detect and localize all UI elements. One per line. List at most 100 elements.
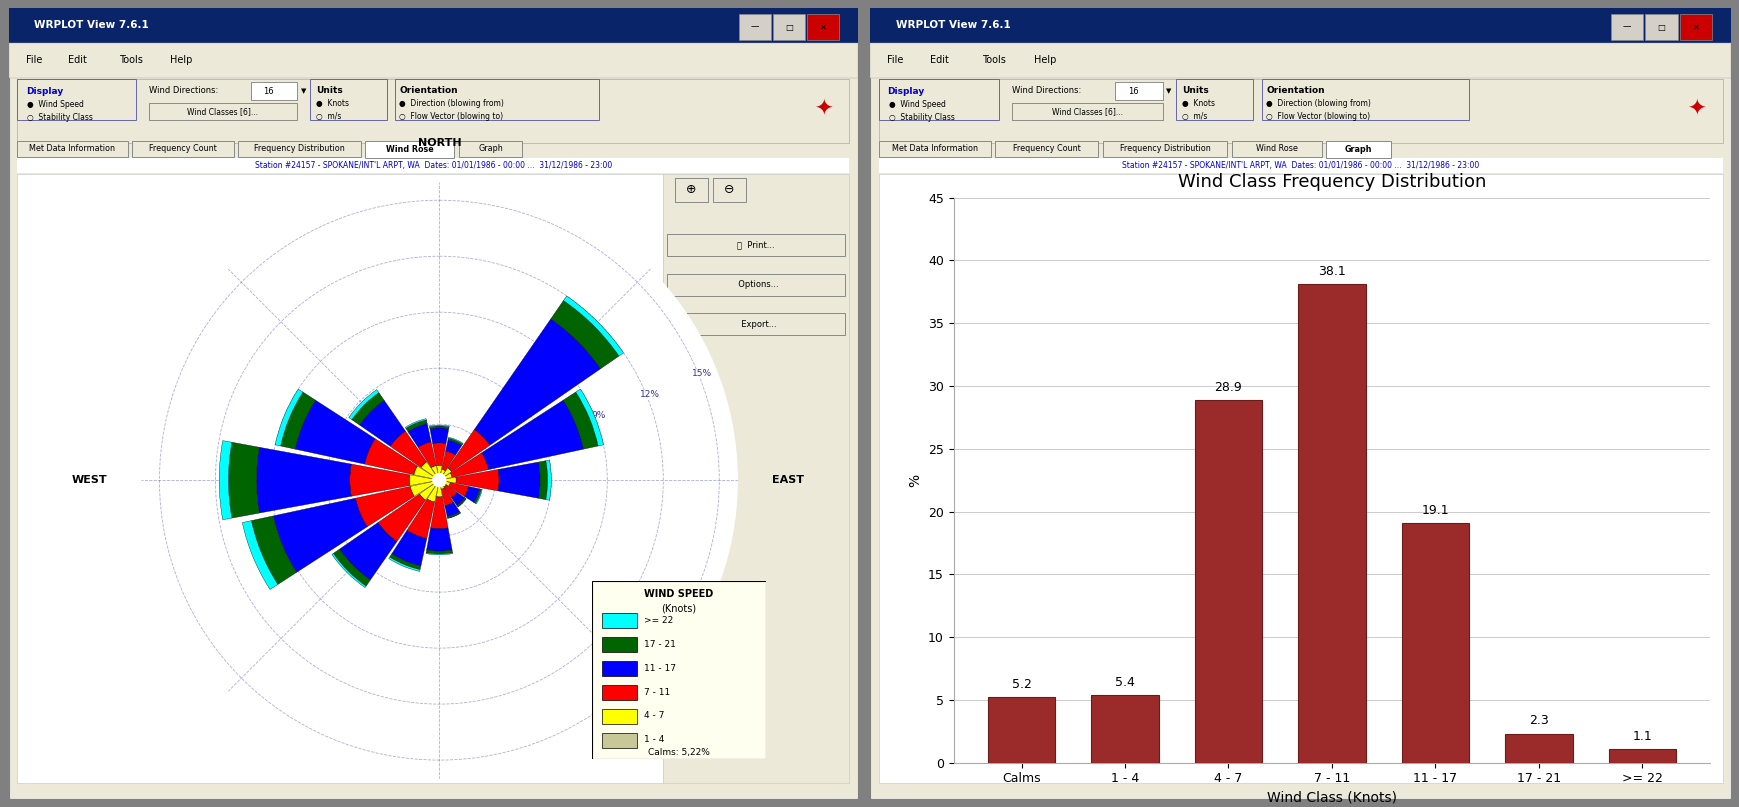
Bar bbox=[238, 141, 362, 157]
Bar bbox=[442, 468, 452, 477]
Bar bbox=[17, 79, 849, 143]
Bar bbox=[438, 475, 440, 480]
Text: WEST: WEST bbox=[71, 475, 108, 485]
Text: 16: 16 bbox=[1129, 86, 1139, 95]
Bar bbox=[388, 557, 419, 571]
Text: Orientation: Orientation bbox=[1266, 86, 1323, 94]
Bar bbox=[405, 419, 426, 429]
Text: ●  Wind Speed: ● Wind Speed bbox=[889, 100, 946, 109]
Bar bbox=[433, 479, 438, 481]
Text: ✕: ✕ bbox=[1692, 23, 1699, 31]
Bar bbox=[878, 174, 1722, 783]
Bar bbox=[447, 438, 463, 445]
Text: Export...: Export... bbox=[736, 320, 776, 329]
Bar bbox=[602, 661, 636, 676]
Text: Orientation: Orientation bbox=[398, 86, 457, 94]
Bar bbox=[1103, 141, 1226, 157]
Bar bbox=[1176, 79, 1252, 120]
Bar bbox=[365, 439, 417, 475]
Bar bbox=[1402, 523, 1468, 763]
Bar bbox=[443, 485, 457, 498]
Text: ✕: ✕ bbox=[819, 23, 826, 31]
Bar bbox=[433, 480, 438, 483]
Bar bbox=[410, 481, 435, 496]
Text: ⊖: ⊖ bbox=[723, 183, 734, 196]
Text: ○  m/s: ○ m/s bbox=[316, 112, 341, 121]
Text: File: File bbox=[887, 55, 903, 65]
Bar bbox=[713, 178, 746, 202]
Bar bbox=[426, 553, 452, 555]
Text: Frequency Count: Frequency Count bbox=[1012, 144, 1080, 153]
Text: Help: Help bbox=[1033, 55, 1056, 65]
Text: Edit: Edit bbox=[930, 55, 948, 65]
Bar bbox=[132, 141, 233, 157]
Bar bbox=[602, 685, 636, 700]
Text: Help: Help bbox=[170, 55, 193, 65]
Bar bbox=[442, 481, 450, 487]
Bar bbox=[310, 79, 386, 120]
Bar bbox=[348, 390, 379, 420]
Bar bbox=[475, 319, 600, 445]
Bar bbox=[442, 451, 456, 470]
Bar bbox=[988, 697, 1054, 763]
Text: 2.3: 2.3 bbox=[1529, 714, 1548, 727]
Text: ●  Wind Speed: ● Wind Speed bbox=[28, 100, 83, 109]
Bar bbox=[1325, 141, 1389, 158]
Text: Frequency Distribution: Frequency Distribution bbox=[254, 144, 344, 153]
Text: Units: Units bbox=[316, 86, 343, 94]
Bar bbox=[602, 637, 636, 652]
Text: Met Data Information: Met Data Information bbox=[890, 144, 977, 153]
Bar bbox=[430, 428, 449, 444]
Text: 16: 16 bbox=[263, 86, 275, 95]
Text: Frequency Distribution: Frequency Distribution bbox=[1118, 144, 1210, 153]
Bar bbox=[675, 178, 708, 202]
Bar bbox=[351, 393, 384, 425]
Bar bbox=[339, 523, 396, 580]
Text: ●  Knots: ● Knots bbox=[316, 99, 350, 108]
Text: ✦: ✦ bbox=[814, 99, 833, 119]
Bar bbox=[390, 431, 426, 467]
Bar bbox=[739, 15, 770, 40]
Bar bbox=[473, 489, 482, 504]
Bar bbox=[602, 733, 636, 748]
Text: 3%: 3% bbox=[487, 454, 501, 462]
Bar bbox=[475, 489, 482, 504]
Bar bbox=[9, 43, 857, 77]
Text: 5.4: 5.4 bbox=[1115, 675, 1134, 688]
Bar bbox=[447, 512, 461, 518]
Bar bbox=[433, 477, 438, 480]
Text: Wind Classes [6]...: Wind Classes [6]... bbox=[188, 107, 257, 116]
Text: Wind Directions:: Wind Directions: bbox=[1012, 86, 1080, 94]
Bar bbox=[395, 79, 598, 120]
Text: 12%: 12% bbox=[640, 391, 661, 399]
Text: ▼: ▼ bbox=[301, 88, 306, 94]
Bar bbox=[405, 420, 428, 432]
Bar bbox=[421, 462, 436, 477]
Bar bbox=[497, 462, 539, 498]
Bar bbox=[1115, 82, 1162, 100]
Bar bbox=[666, 313, 845, 336]
Bar bbox=[280, 392, 315, 449]
Bar bbox=[150, 103, 297, 120]
Bar bbox=[1610, 15, 1643, 40]
Bar bbox=[419, 483, 436, 500]
Text: □: □ bbox=[1657, 23, 1664, 31]
Bar bbox=[17, 158, 849, 173]
Bar bbox=[563, 392, 598, 449]
Text: EAST: EAST bbox=[770, 475, 803, 485]
Bar bbox=[870, 43, 1730, 77]
Text: ▼: ▼ bbox=[1165, 88, 1170, 94]
Text: —: — bbox=[751, 23, 758, 31]
Text: 11 - 17: 11 - 17 bbox=[643, 663, 675, 672]
Text: (Knots): (Knots) bbox=[661, 603, 696, 613]
Bar bbox=[807, 15, 838, 40]
Text: Edit: Edit bbox=[68, 55, 87, 65]
Bar bbox=[438, 479, 445, 481]
Bar bbox=[250, 82, 297, 100]
Bar bbox=[576, 389, 603, 446]
Bar bbox=[878, 79, 998, 120]
Bar bbox=[407, 499, 435, 538]
Bar bbox=[430, 426, 449, 429]
Text: ○  Stability Class: ○ Stability Class bbox=[889, 113, 955, 122]
Bar bbox=[426, 528, 452, 551]
